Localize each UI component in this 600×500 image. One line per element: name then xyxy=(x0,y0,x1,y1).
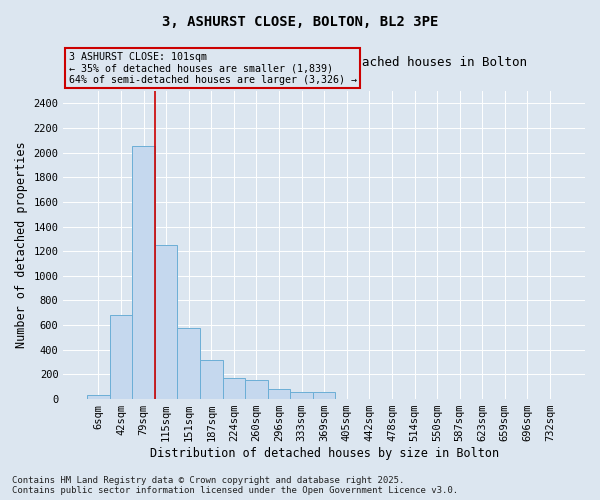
Title: Size of property relative to detached houses in Bolton: Size of property relative to detached ho… xyxy=(122,56,527,69)
Bar xyxy=(87,396,110,399)
Bar xyxy=(290,392,313,399)
Bar xyxy=(178,328,200,399)
Bar xyxy=(200,360,223,399)
Bar xyxy=(155,245,178,399)
Text: 3, ASHURST CLOSE, BOLTON, BL2 3PE: 3, ASHURST CLOSE, BOLTON, BL2 3PE xyxy=(162,15,438,29)
Bar xyxy=(313,392,335,399)
Text: 3 ASHURST CLOSE: 101sqm
← 35% of detached houses are smaller (1,839)
64% of semi: 3 ASHURST CLOSE: 101sqm ← 35% of detache… xyxy=(68,52,356,84)
Bar xyxy=(223,378,245,399)
Text: Contains HM Land Registry data © Crown copyright and database right 2025.
Contai: Contains HM Land Registry data © Crown c… xyxy=(12,476,458,495)
Y-axis label: Number of detached properties: Number of detached properties xyxy=(15,142,28,348)
Bar xyxy=(110,316,132,399)
X-axis label: Distribution of detached houses by size in Bolton: Distribution of detached houses by size … xyxy=(149,447,499,460)
Bar xyxy=(268,389,290,399)
Bar xyxy=(245,380,268,399)
Bar xyxy=(132,146,155,399)
